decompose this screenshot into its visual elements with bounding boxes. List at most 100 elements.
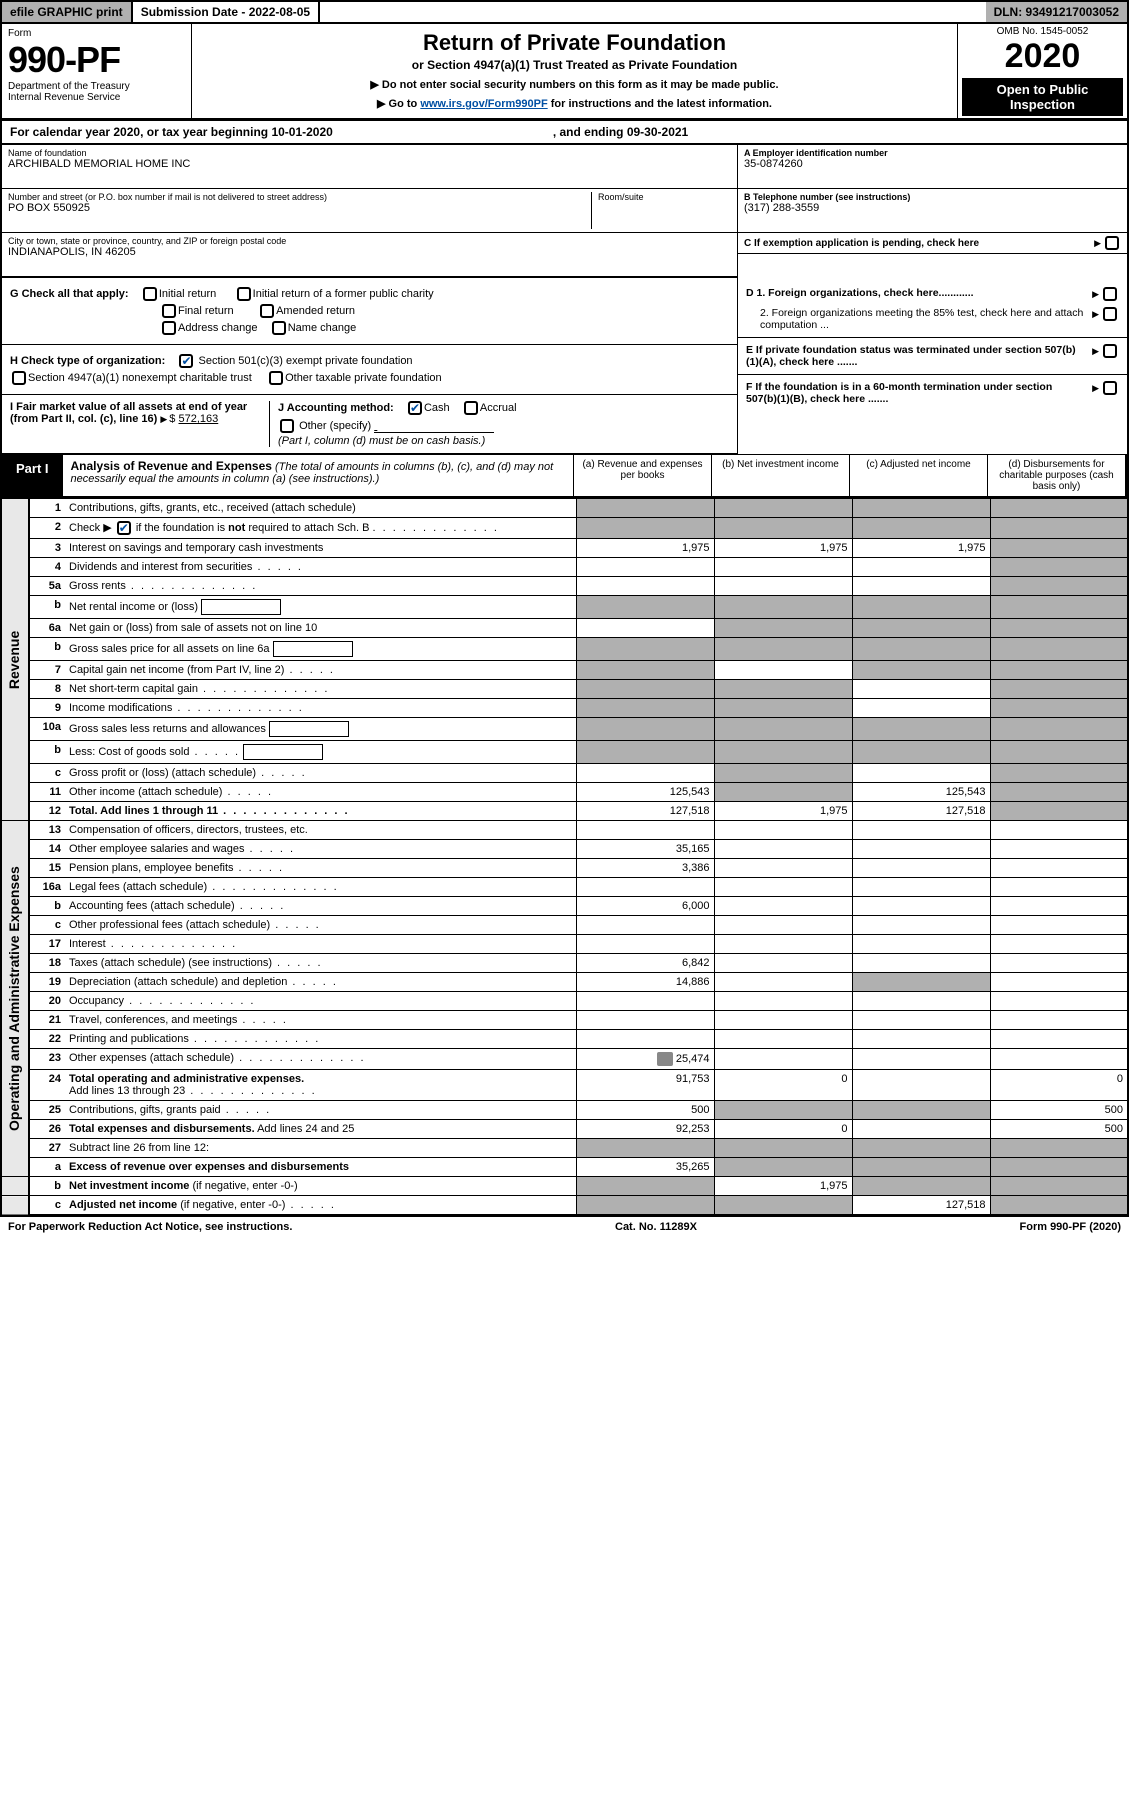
table-row: 5a Gross rents [1, 577, 1128, 596]
chk-initial-former[interactable] [237, 287, 251, 301]
row-num: 4 [29, 558, 65, 577]
dept-line-1: Department of the Treasury [8, 81, 185, 92]
phone-cell: B Telephone number (see instructions) (3… [738, 189, 1127, 233]
row-num: 19 [29, 973, 65, 992]
row-label: Net rental income or (loss) [65, 596, 576, 619]
table-row: 27 Subtract line 26 from line 12: [1, 1139, 1128, 1158]
opt-other-taxable: Other taxable private foundation [285, 372, 442, 384]
chk-amended[interactable] [260, 304, 274, 318]
part1-header: Part I Analysis of Revenue and Expenses … [0, 454, 1129, 498]
part1-title: Analysis of Revenue and Expenses [71, 459, 272, 473]
d2-text: 2. Foreign organizations meeting the 85%… [746, 307, 1092, 331]
amt-a: 500 [576, 1101, 714, 1120]
exemption-checkbox[interactable] [1105, 236, 1119, 250]
j-note: (Part I, column (d) must be on cash basi… [278, 435, 729, 447]
address-label: Number and street (or P.O. box number if… [8, 192, 591, 202]
amt-a: 92,253 [576, 1120, 714, 1139]
arrow-icon [1092, 382, 1101, 394]
j-label: J Accounting method: [278, 402, 394, 414]
col-c-header: (c) Adjusted net income [849, 455, 987, 496]
opt-cash: Cash [424, 402, 450, 414]
chk-other-method[interactable] [280, 419, 294, 433]
table-row: 18 Taxes (attach schedule) (see instruct… [1, 954, 1128, 973]
col-b-header: (b) Net investment income [711, 455, 849, 496]
input-box[interactable] [269, 721, 349, 737]
submission-date: Submission Date - 2022-08-05 [133, 2, 320, 22]
chk-accrual[interactable] [464, 401, 478, 415]
footer-right: Form 990-PF (2020) [1020, 1221, 1122, 1233]
row-label: Accounting fees (attach schedule) [65, 897, 576, 916]
chk-f[interactable] [1103, 381, 1117, 395]
table-row: Revenue 1 Contributions, gifts, grants, … [1, 499, 1128, 518]
row-label: Gross rents [65, 577, 576, 596]
table-row: 8 Net short-term capital gain [1, 680, 1128, 699]
chk-name-change[interactable] [272, 321, 286, 335]
row-label: Gross profit or (loss) (attach schedule) [65, 764, 576, 783]
amt-d: 500 [990, 1120, 1128, 1139]
row-label: Check ▶ if the foundation is not require… [65, 518, 576, 539]
chk-sch-b[interactable] [117, 521, 131, 535]
opt-final-return: Final return [178, 305, 234, 317]
f-text: F If the foundation is in a 60-month ter… [746, 381, 1092, 405]
form-header: Form 990-PF Department of the Treasury I… [0, 24, 1129, 118]
row-num: b [29, 741, 65, 764]
input-box[interactable] [243, 744, 323, 760]
row-num: 14 [29, 840, 65, 859]
opt-501c3: Section 501(c)(3) exempt private foundat… [199, 355, 413, 367]
row-label: Net short-term capital gain [65, 680, 576, 699]
side-revenue: Revenue [1, 499, 29, 821]
chk-initial-return[interactable] [143, 287, 157, 301]
room-label: Room/suite [598, 192, 731, 202]
row-num: 2 [29, 518, 65, 539]
chk-4947[interactable] [12, 371, 26, 385]
foundation-name-cell: Name of foundation ARCHIBALD MEMORIAL HO… [2, 145, 737, 189]
row-label: Adjusted net income (if negative, enter … [65, 1196, 576, 1216]
row-label: Pension plans, employee benefits [65, 859, 576, 878]
e-text: E If private foundation status was termi… [746, 344, 1092, 368]
table-row: 4 Dividends and interest from securities [1, 558, 1128, 577]
row-label: Total. Add lines 1 through 11 [65, 802, 576, 821]
table-row: 2 Check ▶ if the foundation is not requi… [1, 518, 1128, 539]
input-box[interactable] [201, 599, 281, 615]
amt-c: 125,543 [852, 783, 990, 802]
chk-cash[interactable] [408, 401, 422, 415]
part1-tag: Part I [2, 455, 63, 496]
chk-d1[interactable] [1103, 287, 1117, 301]
chk-other-taxable[interactable] [269, 371, 283, 385]
amt-d: 500 [990, 1101, 1128, 1120]
footer-left: For Paperwork Reduction Act Notice, see … [8, 1221, 292, 1233]
ein-cell: A Employer identification number 35-0874… [738, 145, 1127, 189]
chk-address-change[interactable] [162, 321, 176, 335]
irs-link[interactable]: www.irs.gov/Form990PF [420, 98, 547, 110]
part1-desc: Analysis of Revenue and Expenses (The to… [63, 455, 573, 496]
row-num: 18 [29, 954, 65, 973]
row-label: Interest [65, 935, 576, 954]
page-footer: For Paperwork Reduction Act Notice, see … [0, 1216, 1129, 1237]
section-h: H Check type of organization: Section 50… [2, 345, 737, 395]
table-row: 17 Interest [1, 935, 1128, 954]
g-label: G Check all that apply: [10, 288, 129, 300]
right-checks: D 1. Foreign organizations, check here..… [737, 277, 1127, 454]
amt-a: 91,753 [576, 1070, 714, 1101]
attachment-icon[interactable] [657, 1052, 673, 1066]
row-label: Contributions, gifts, grants, etc., rece… [65, 499, 576, 518]
ein-label: A Employer identification number [744, 148, 1121, 158]
table-row: b Accounting fees (attach schedule) 6,00… [1, 897, 1128, 916]
chk-d2[interactable] [1103, 307, 1117, 321]
section-i-j: I Fair market value of all assets at end… [2, 395, 737, 454]
input-box[interactable] [273, 641, 353, 657]
row-num: 25 [29, 1101, 65, 1120]
opt-name-change: Name change [288, 322, 357, 334]
row-label: Taxes (attach schedule) (see instruction… [65, 954, 576, 973]
chk-501c3[interactable] [179, 354, 193, 368]
chk-final-return[interactable] [162, 304, 176, 318]
table-row: 25 Contributions, gifts, grants paid 500… [1, 1101, 1128, 1120]
header-right: OMB No. 1545-0052 2020 Open to Public In… [957, 24, 1127, 118]
table-row: 11 Other income (attach schedule) 125,54… [1, 783, 1128, 802]
amt-c: 127,518 [852, 1196, 990, 1216]
table-row: 26 Total expenses and disbursements. Add… [1, 1120, 1128, 1139]
table-row: a Excess of revenue over expenses and di… [1, 1158, 1128, 1177]
header-middle: Return of Private Foundation or Section … [192, 24, 957, 118]
amt-b: 1,975 [714, 802, 852, 821]
chk-e[interactable] [1103, 344, 1117, 358]
